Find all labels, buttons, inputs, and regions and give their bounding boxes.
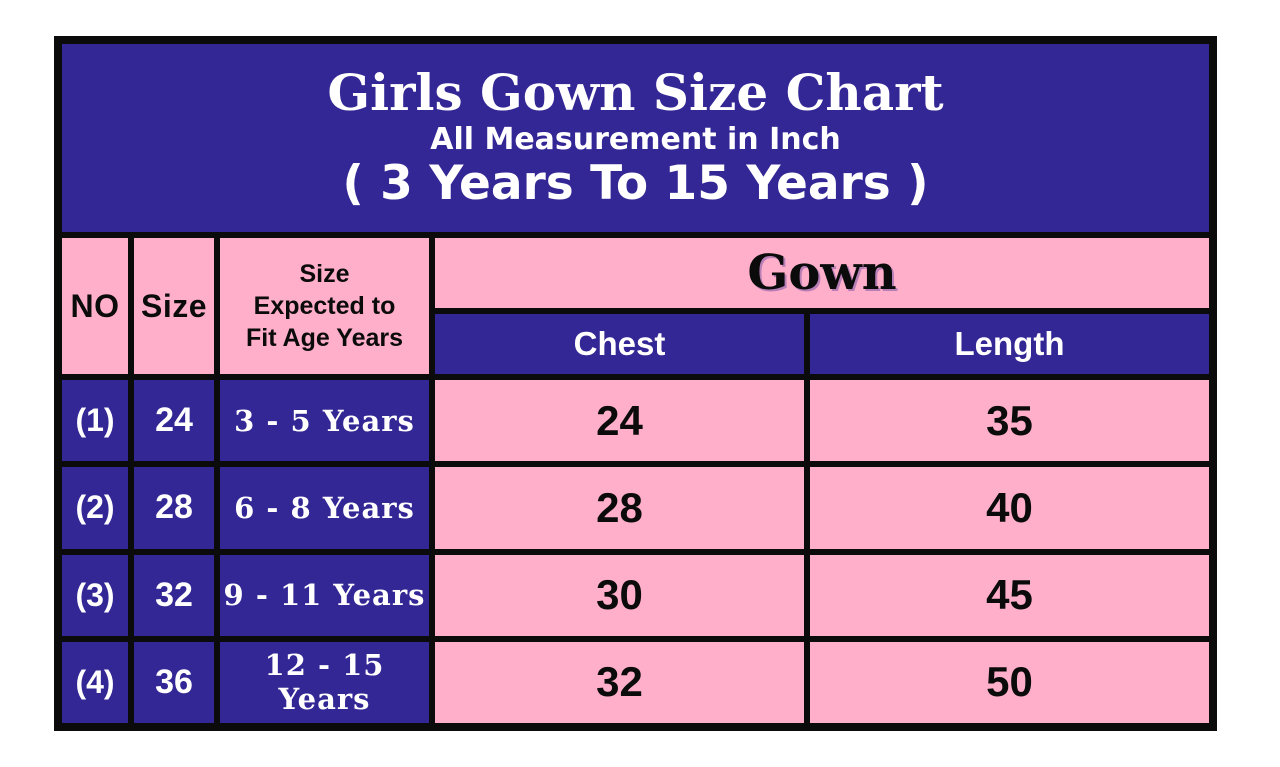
header-age-line-1: Size xyxy=(299,260,350,288)
row-4-chest: 32 xyxy=(435,641,804,723)
row-1-length: 35 xyxy=(810,380,1209,462)
row-2-age: 6 - 8 Years xyxy=(220,467,429,549)
row-3-length: 45 xyxy=(810,554,1209,636)
chart-age-range: ( 3 Years To 15 Years ) xyxy=(342,155,929,211)
row-1-chest: 24 xyxy=(435,380,804,462)
row-3-chest: 30 xyxy=(435,554,804,636)
row-2-size: 28 xyxy=(134,467,214,549)
chart-subtitle: All Measurement in Inch xyxy=(430,122,841,158)
row-2-length: 40 xyxy=(810,467,1209,549)
table-header: NO Size Size Expected to Fit Age Years G… xyxy=(62,238,1209,374)
header-no: NO xyxy=(62,238,128,374)
header-size: Size xyxy=(134,238,214,374)
header-age-expected: Size Expected to Fit Age Years xyxy=(220,238,429,374)
row-1-size: 24 xyxy=(134,380,214,462)
row-2-chest: 28 xyxy=(435,467,804,549)
header-chest: Chest xyxy=(435,314,804,374)
row-1-age: 3 - 5 Years xyxy=(220,380,429,462)
row-3-size: 32 xyxy=(134,554,214,636)
row-4-size: 36 xyxy=(134,641,214,723)
row-4-age: 12 - 15 Years xyxy=(220,641,429,723)
row-3-no: (3) xyxy=(62,554,128,636)
girls-gown-size-chart: Girls Gown Size Chart All Measurement in… xyxy=(54,36,1217,731)
row-2-no: (2) xyxy=(62,467,128,549)
row-3-age: 9 - 11 Years xyxy=(220,554,429,636)
header-age-line-2: Expected to xyxy=(253,292,396,320)
row-1-no: (1) xyxy=(62,380,128,462)
row-4-length: 50 xyxy=(810,641,1209,723)
header-length: Length xyxy=(810,314,1209,374)
title-banner: Girls Gown Size Chart All Measurement in… xyxy=(62,44,1209,232)
chart-title: Girls Gown Size Chart xyxy=(327,62,944,122)
row-4-no: (4) xyxy=(62,641,128,723)
table-body: (1) 24 3 - 5 Years 24 35 (2) 28 6 - 8 Ye… xyxy=(62,380,1209,723)
header-gown-group: Gown xyxy=(435,238,1209,308)
header-age-line-3: Fit Age Years xyxy=(245,324,404,352)
